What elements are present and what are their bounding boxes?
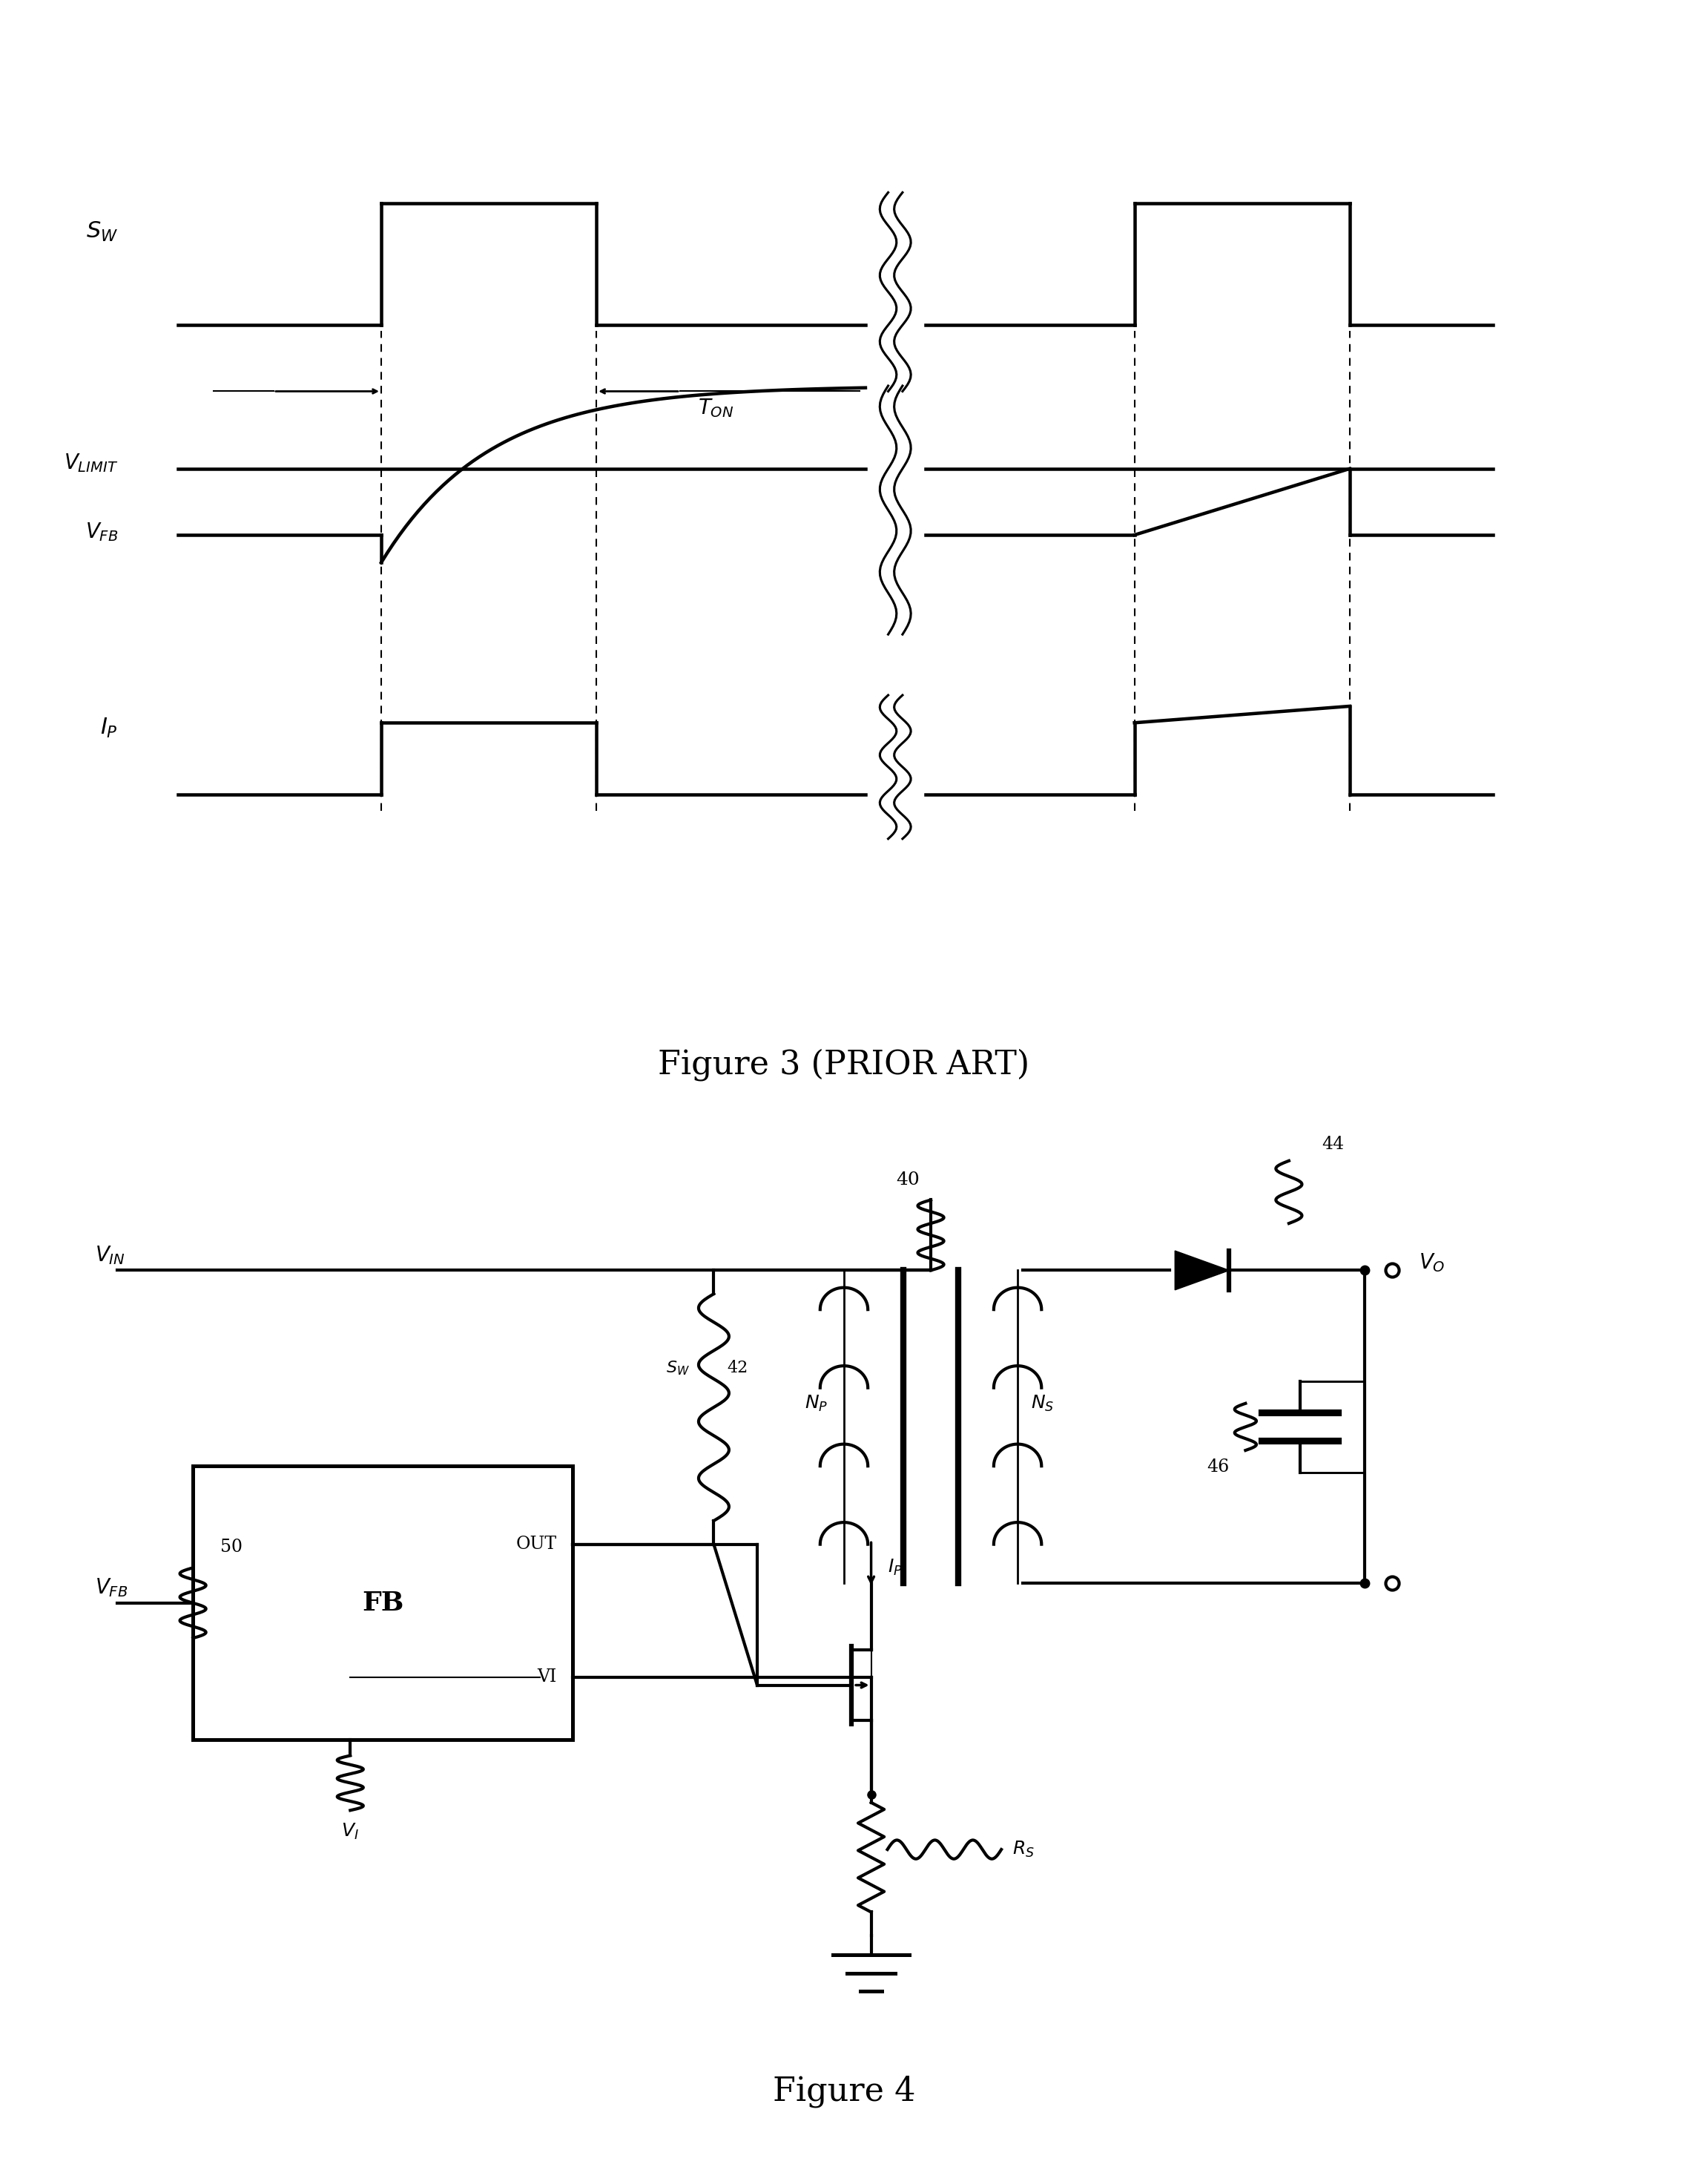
Text: $N_S$: $N_S$ [1031, 1393, 1053, 1413]
Text: OUT: OUT [515, 1535, 557, 1553]
Text: $T_{ON}$: $T_{ON}$ [699, 397, 734, 419]
Text: VI: VI [537, 1669, 557, 1686]
Text: $V_{LIMIT}$: $V_{LIMIT}$ [64, 452, 118, 474]
Text: $V_I$: $V_I$ [341, 1821, 360, 1841]
Text: 50: 50 [219, 1540, 243, 1555]
Text: FB: FB [361, 1590, 403, 1616]
Text: $S_W$: $S_W$ [86, 221, 118, 242]
Text: $V_O$: $V_O$ [1420, 1251, 1445, 1273]
Text: $R_S$: $R_S$ [1013, 1839, 1035, 1859]
Bar [192, 1465, 572, 1741]
Text: Figure 3 (PRIOR ART): Figure 3 (PRIOR ART) [658, 1048, 1030, 1081]
Text: $I_P$: $I_P$ [101, 716, 118, 740]
Text: $V_{FB}$: $V_{FB}$ [95, 1577, 128, 1599]
Text: 46: 46 [1207, 1459, 1229, 1474]
Text: $V_{FB}$: $V_{FB}$ [86, 522, 118, 544]
Text: $N_P$: $N_P$ [805, 1393, 827, 1413]
Text: $V_{IN}$: $V_{IN}$ [95, 1245, 125, 1267]
Polygon shape [1175, 1251, 1229, 1291]
Text: 44: 44 [1322, 1136, 1344, 1153]
Text: $I_P$: $I_P$ [888, 1557, 901, 1577]
Text: 40: 40 [896, 1171, 920, 1188]
Text: 42: 42 [728, 1361, 748, 1376]
Text: Figure 4: Figure 4 [773, 2075, 915, 2108]
Text: $S_W$: $S_W$ [667, 1358, 690, 1376]
